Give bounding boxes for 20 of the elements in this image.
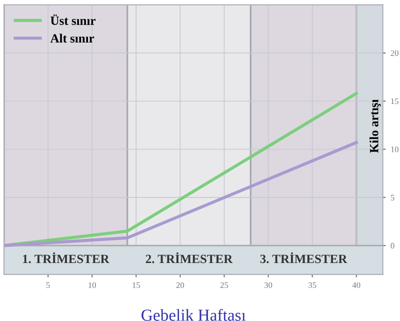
band-label: 3. TRİMESTER [260, 252, 348, 264]
y-tick-label: 5 [390, 194, 394, 200]
y-tick-label: 20 [390, 50, 398, 56]
band-label: 1. TRİMESTER [23, 252, 110, 264]
y-axis-title: Kilo artışı [370, 99, 381, 153]
x-tick-label: 5 [46, 282, 50, 288]
x-tick-label: 40 [352, 282, 360, 288]
y-tick-label: 10 [391, 146, 398, 152]
x-tick-label: 25 [220, 282, 228, 288]
x-tick-label: 30 [264, 282, 272, 288]
x-tick-label: 20 [176, 282, 184, 288]
y-tick-label: 0 [390, 242, 394, 249]
y-tick-label: 15 [391, 98, 398, 104]
legend-label: Üst sınır [50, 14, 96, 25]
x-tick-label: 15 [132, 282, 140, 288]
x-axis-title: Gebelik Haftası [142, 308, 246, 321]
x-tick-label: 10 [88, 282, 96, 288]
x-tick-label: 35 [308, 282, 316, 288]
legend-label: Alt sınır [50, 34, 94, 43]
band-label: 2. TRİMESTER [146, 252, 233, 264]
